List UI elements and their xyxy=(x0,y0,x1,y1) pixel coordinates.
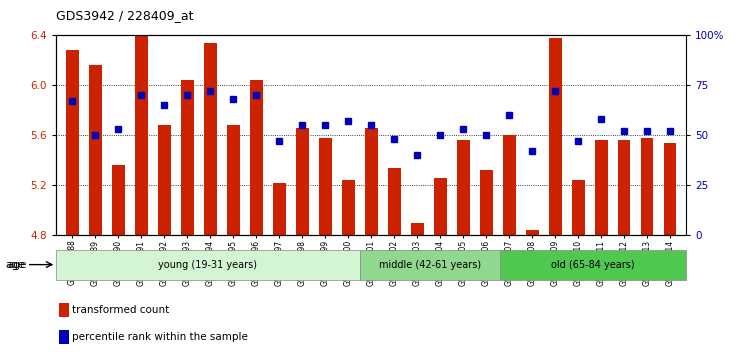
Bar xyxy=(204,43,217,235)
Bar xyxy=(59,330,69,344)
Bar xyxy=(434,178,446,235)
Bar xyxy=(296,128,308,235)
Bar xyxy=(181,80,194,235)
Text: age: age xyxy=(8,259,27,270)
Bar xyxy=(388,168,400,235)
Bar xyxy=(66,50,79,235)
Bar xyxy=(273,183,286,235)
Text: percentile rank within the sample: percentile rank within the sample xyxy=(72,332,248,342)
Bar xyxy=(480,170,493,235)
Bar xyxy=(112,165,125,235)
Text: GDS3942 / 228409_at: GDS3942 / 228409_at xyxy=(56,9,194,22)
Bar xyxy=(342,181,355,235)
Bar xyxy=(250,80,262,235)
Bar xyxy=(411,223,424,235)
Bar xyxy=(227,125,239,235)
Bar xyxy=(365,128,377,235)
Bar xyxy=(526,230,538,235)
Bar xyxy=(640,138,653,235)
Text: young (19-31 years): young (19-31 years) xyxy=(158,259,257,270)
Bar xyxy=(572,181,584,235)
Text: transformed count: transformed count xyxy=(72,305,170,315)
Bar xyxy=(56,250,359,280)
Bar xyxy=(89,65,102,235)
Bar xyxy=(457,141,470,235)
Bar xyxy=(135,35,148,235)
Text: middle (42-61 years): middle (42-61 years) xyxy=(379,259,481,270)
Bar xyxy=(158,125,171,235)
Bar xyxy=(618,141,631,235)
Text: age: age xyxy=(5,259,25,270)
Bar xyxy=(59,303,69,317)
Bar xyxy=(500,250,686,280)
Bar xyxy=(359,250,500,280)
Bar xyxy=(595,141,608,235)
Bar xyxy=(319,138,332,235)
Text: old (65-84 years): old (65-84 years) xyxy=(551,259,634,270)
Bar xyxy=(503,136,515,235)
Bar xyxy=(549,38,562,235)
Bar xyxy=(664,143,676,235)
